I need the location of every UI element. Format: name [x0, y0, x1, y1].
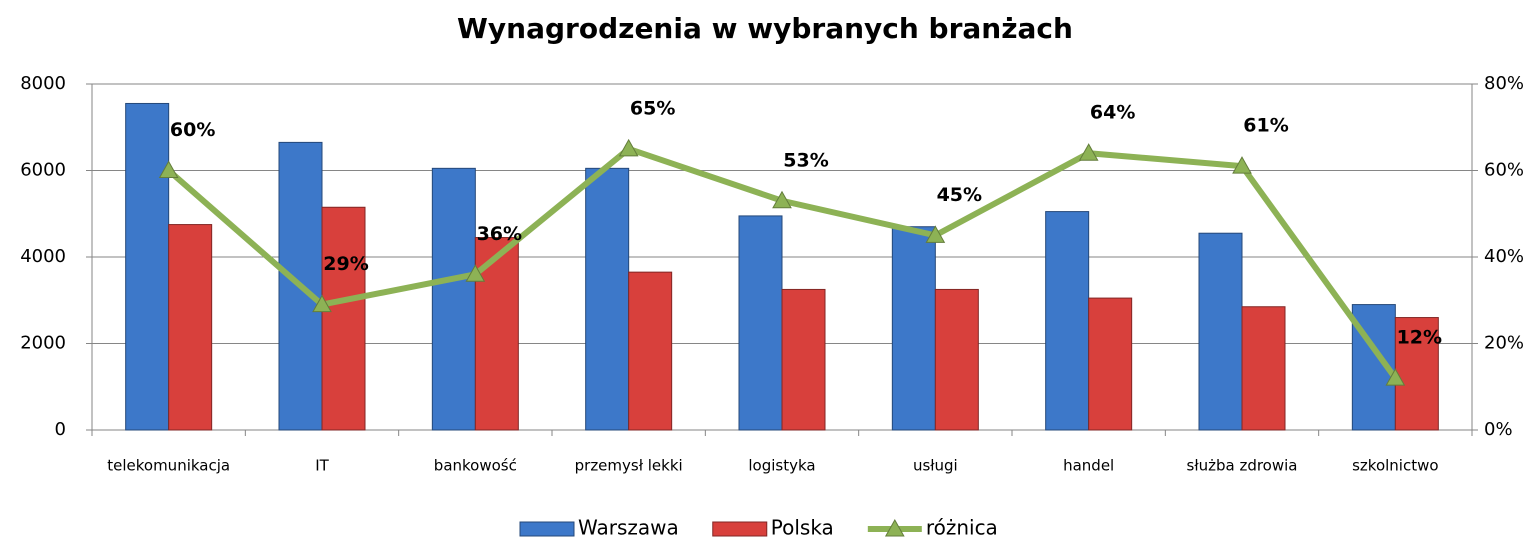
bar — [781, 288, 826, 431]
line-marker — [465, 264, 486, 282]
bar — [1394, 317, 1439, 431]
y2-tick-label: 60% — [1484, 160, 1524, 181]
legend-swatch — [712, 521, 768, 537]
x-tick-label: handel — [1063, 457, 1114, 475]
legend-label: Warszawa — [578, 516, 679, 540]
bar — [431, 167, 476, 431]
bar — [1198, 232, 1243, 431]
x-tick-label: logistyka — [748, 457, 815, 475]
bar — [1088, 297, 1133, 431]
y2-tick-label: 40% — [1484, 246, 1524, 267]
bar — [891, 226, 936, 431]
data-label: 45% — [937, 184, 982, 206]
legend-label: różnica — [926, 516, 998, 540]
x-tick-label: telekomunikacja — [107, 457, 230, 475]
data-label: 65% — [630, 97, 675, 119]
line-marker — [312, 294, 332, 313]
line-marker — [618, 138, 639, 157]
chart-title: Wynagrodzenia w wybranych branżach — [457, 12, 1073, 45]
bar — [1241, 306, 1286, 431]
data-label: 36% — [477, 223, 522, 245]
data-label: 29% — [323, 253, 368, 275]
y-tick-label: 4000 — [20, 246, 66, 267]
data-label: 61% — [1243, 115, 1288, 137]
legend-swatch — [884, 518, 905, 537]
x-tick-label: usługi — [913, 457, 958, 475]
legend-swatch — [519, 521, 575, 537]
x-tick-label: przemysł lekki — [575, 457, 683, 475]
y2-tick-label: 0% — [1484, 419, 1513, 440]
bar — [1045, 211, 1090, 431]
bar — [934, 288, 979, 431]
line-marker — [772, 190, 792, 209]
bar — [321, 206, 366, 431]
bar — [125, 102, 170, 431]
y-tick-label: 0 — [55, 419, 66, 440]
bar — [168, 224, 213, 431]
y2-tick-label: 20% — [1484, 333, 1524, 354]
bar — [585, 167, 630, 431]
line-marker — [1385, 368, 1406, 386]
x-tick-label: bankowość — [434, 457, 517, 475]
data-label: 60% — [170, 119, 215, 141]
x-tick-label: szkolnictwo — [1352, 457, 1438, 475]
data-label: 64% — [1090, 102, 1135, 124]
legend-label: Polska — [771, 516, 834, 540]
data-label: 12% — [1397, 327, 1442, 349]
y-tick-label: 8000 — [20, 73, 66, 94]
bar — [628, 271, 673, 431]
x-tick-label: służba zdrowia — [1187, 457, 1298, 475]
bar — [738, 215, 783, 431]
data-label: 53% — [783, 149, 828, 171]
line-marker — [1078, 143, 1099, 161]
y-tick-label: 6000 — [20, 160, 66, 181]
line-marker — [925, 225, 946, 243]
y-tick-label: 2000 — [20, 333, 66, 354]
line-marker — [158, 160, 179, 178]
line-marker — [1232, 156, 1252, 174]
y2-tick-label: 80% — [1484, 73, 1524, 94]
x-tick-label: IT — [315, 457, 329, 475]
